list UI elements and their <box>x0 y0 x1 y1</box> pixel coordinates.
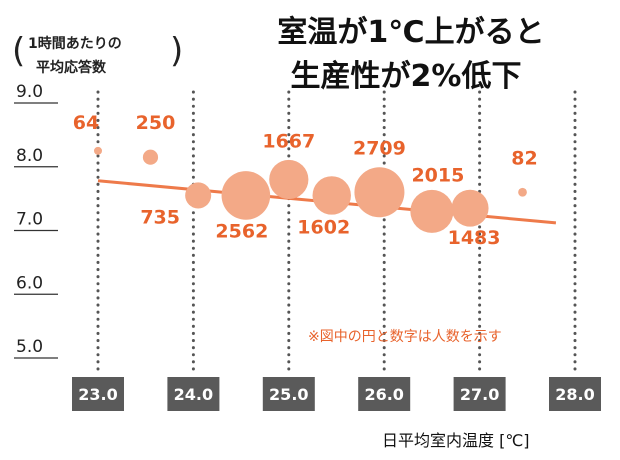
grid <box>96 90 577 376</box>
y-axis-paren-open: ( <box>12 31 25 71</box>
y-axis-label-line2: 平均応答数 <box>36 59 107 76</box>
x-tick-box <box>358 377 411 411</box>
x-axis-label: 日平均室内温度 [℃] <box>382 431 530 450</box>
bubble <box>518 187 527 197</box>
bubble <box>269 159 309 200</box>
y-axis-paren-close: ) <box>170 31 183 71</box>
x-tick-label: 23.0 <box>78 385 117 404</box>
bubble-count-label: 1483 <box>448 227 501 249</box>
x-tick-box <box>549 377 601 411</box>
bubble-count-label: 2709 <box>353 137 406 159</box>
x-tick-label: 26.0 <box>364 385 403 404</box>
bubble <box>185 182 212 209</box>
y-tick-label: 9.0 <box>16 82 43 102</box>
bubble <box>312 176 351 215</box>
x-ticks: 23.0 24.0 25.0 26.0 27.0 28.0 <box>72 377 601 411</box>
bubble-count-label: 64 <box>73 112 99 134</box>
y-tick-label: 6.0 <box>16 273 43 293</box>
chart-title-line2: 生産性が2%低下 <box>291 59 522 94</box>
x-tick-box <box>262 377 315 411</box>
bubble <box>410 189 454 233</box>
x-tick-box <box>72 377 124 411</box>
y-ticks: 5.0 6.0 7.0 8.0 9.0 <box>14 82 58 359</box>
y-axis-label-line1: 1時間あたりの <box>28 35 122 52</box>
bubble <box>221 171 271 220</box>
y-tick-label: 8.0 <box>16 146 43 166</box>
chart-title-line1: 室温が1℃上がると <box>277 15 544 50</box>
x-tick-label: 25.0 <box>269 385 308 404</box>
bubbles <box>94 146 527 233</box>
bubble-count-label: 2015 <box>411 164 464 186</box>
x-tick-box <box>167 377 220 411</box>
bubble <box>94 146 102 155</box>
x-tick-label: 28.0 <box>555 385 594 404</box>
bubble-count-label: 1667 <box>262 131 315 153</box>
bubble-count-label: 82 <box>511 147 537 169</box>
bubble <box>142 149 159 165</box>
bubble <box>451 189 489 227</box>
bubble-count-label: 2562 <box>215 220 268 242</box>
bubble-count-label: 735 <box>140 206 180 228</box>
y-tick-label: 7.0 <box>16 210 43 230</box>
x-tick-box <box>453 377 506 411</box>
chart-note: ※図中の円と数字は人数を示す <box>308 329 502 345</box>
bubble-count-label: 250 <box>136 112 176 134</box>
y-tick-label: 5.0 <box>16 337 43 357</box>
x-tick-label: 27.0 <box>460 385 499 404</box>
bubble <box>354 167 405 218</box>
bubble-count-label: 1602 <box>297 216 350 238</box>
x-tick-label: 24.0 <box>174 385 213 404</box>
